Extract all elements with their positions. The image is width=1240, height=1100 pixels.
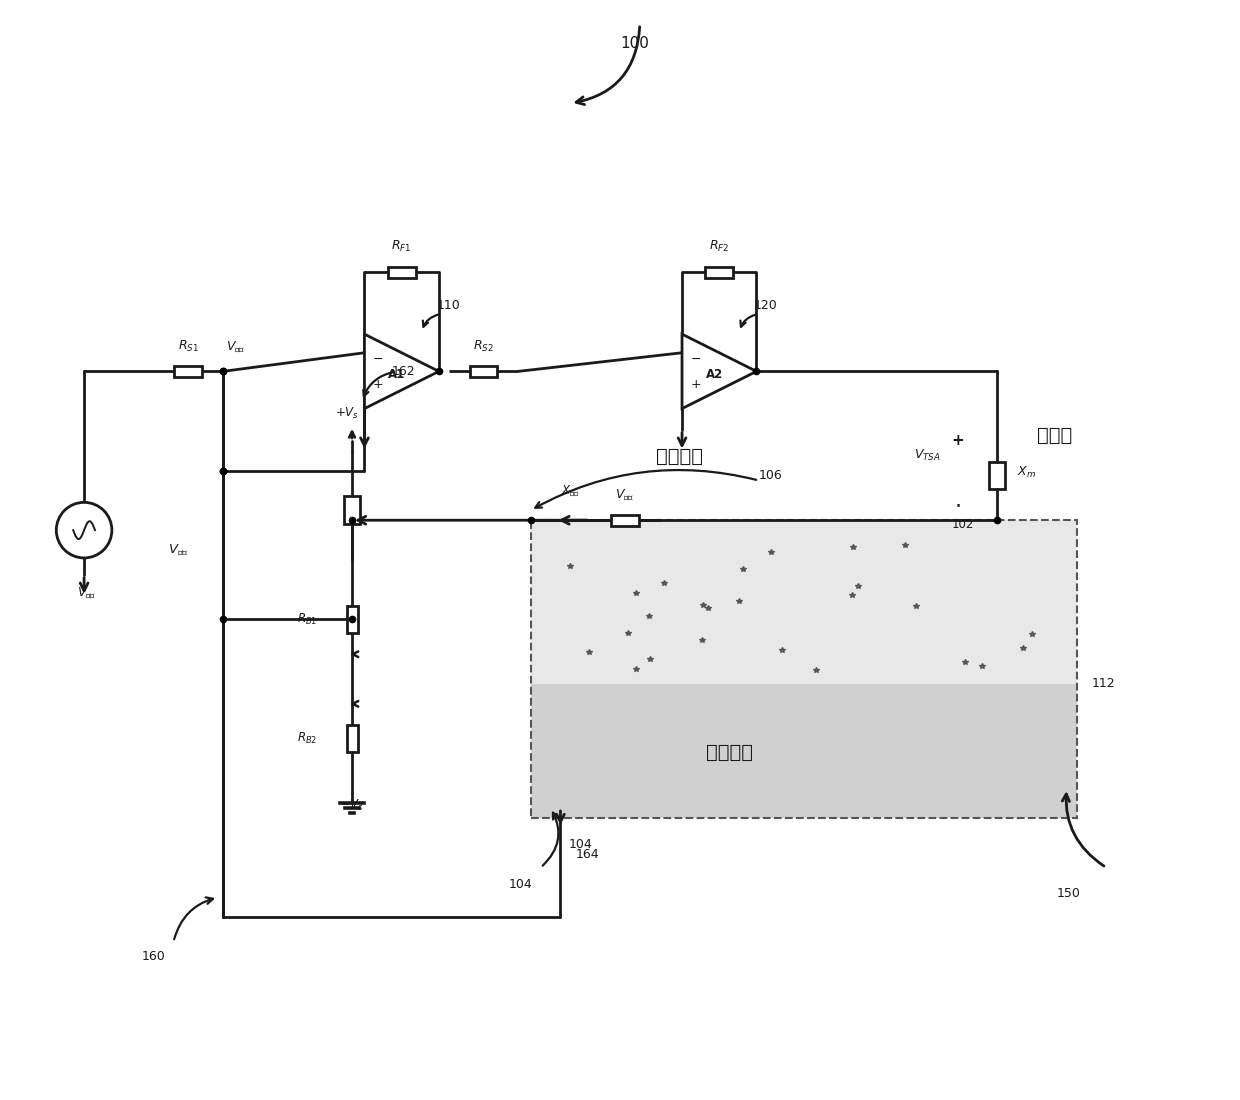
Text: A1: A1 xyxy=(388,367,405,381)
Text: $V_{激励}$: $V_{激励}$ xyxy=(77,585,97,600)
Text: $X_{m}$: $X_{m}$ xyxy=(1017,465,1035,480)
Text: $R_{F2}$: $R_{F2}$ xyxy=(709,239,729,254)
Polygon shape xyxy=(365,334,439,408)
Text: $R_{S1}$: $R_{S1}$ xyxy=(177,339,198,353)
Bar xyxy=(347,725,357,752)
Text: $V_{测量}$: $V_{测量}$ xyxy=(169,542,188,558)
Bar xyxy=(345,496,360,525)
Text: A2: A2 xyxy=(706,367,723,381)
Text: $R_{S2}$: $R_{S2}$ xyxy=(474,339,494,353)
Text: +: + xyxy=(951,433,963,449)
Text: 104: 104 xyxy=(508,878,533,891)
Text: $R_{B1}$: $R_{B1}$ xyxy=(298,612,317,627)
Circle shape xyxy=(56,503,112,558)
Text: 110: 110 xyxy=(436,299,460,311)
Polygon shape xyxy=(682,334,756,408)
Text: $R_{B2}$: $R_{B2}$ xyxy=(298,732,317,746)
Text: 150: 150 xyxy=(1056,888,1080,901)
Text: $-$: $-$ xyxy=(372,352,383,364)
Text: $R_{F1}$: $R_{F1}$ xyxy=(392,239,412,254)
Text: $+$: $+$ xyxy=(372,378,383,392)
Text: $-V_s$: $-V_s$ xyxy=(340,799,365,813)
Text: $X_{参考}$: $X_{参考}$ xyxy=(560,483,580,498)
Text: 106: 106 xyxy=(759,469,782,482)
Text: 104: 104 xyxy=(568,838,593,850)
FancyBboxPatch shape xyxy=(531,684,1076,818)
Text: $V_{设定}$: $V_{设定}$ xyxy=(226,339,246,353)
Text: $V_{参考}$: $V_{参考}$ xyxy=(615,487,635,503)
Text: 工作电极: 工作电极 xyxy=(706,742,753,762)
Text: 120: 120 xyxy=(754,299,777,311)
Text: 112: 112 xyxy=(1091,678,1115,691)
Text: $+$: $+$ xyxy=(689,378,701,392)
Text: $+V_s$: $+V_s$ xyxy=(335,406,360,421)
Text: 对电极: 对电极 xyxy=(1037,427,1073,446)
Bar xyxy=(706,266,733,277)
Text: 102: 102 xyxy=(951,518,973,531)
Bar xyxy=(611,515,639,526)
Text: 160: 160 xyxy=(141,950,165,964)
Bar xyxy=(347,606,357,634)
Bar xyxy=(175,366,202,377)
Text: 164: 164 xyxy=(575,848,599,860)
Text: $V_{TSA}$: $V_{TSA}$ xyxy=(914,448,941,463)
Text: 162: 162 xyxy=(392,365,415,378)
Text: $\cdot$: $\cdot$ xyxy=(954,495,961,515)
Bar xyxy=(388,266,415,277)
Text: 100: 100 xyxy=(620,36,649,52)
FancyBboxPatch shape xyxy=(531,520,1076,684)
Text: $-$: $-$ xyxy=(689,352,701,364)
Bar xyxy=(470,366,497,377)
Text: 参考电极: 参考电极 xyxy=(656,447,703,465)
Bar xyxy=(990,462,1006,490)
